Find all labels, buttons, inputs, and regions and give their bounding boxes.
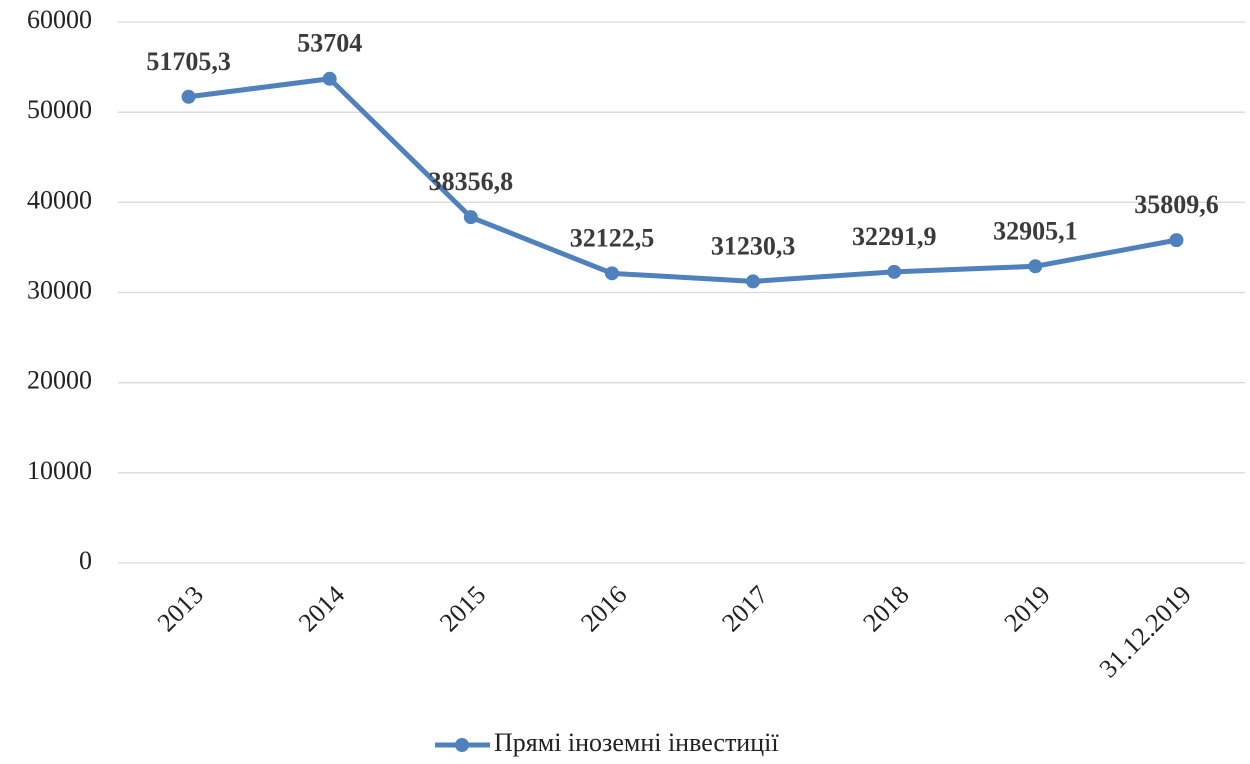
data-label: 53704 xyxy=(297,29,362,58)
data-label: 32122,5 xyxy=(570,223,655,252)
legend-marker xyxy=(455,738,469,752)
point xyxy=(181,89,196,104)
point xyxy=(746,274,761,289)
data-label: 38356,8 xyxy=(429,167,514,196)
x-tick-label: 2013 xyxy=(152,580,209,637)
x-tick-label: 2015 xyxy=(434,580,491,637)
point xyxy=(887,264,902,279)
x-tick-label: 2017 xyxy=(716,580,773,637)
y-tick-label: 60000 xyxy=(27,5,92,34)
x-tick-label: 2019 xyxy=(999,580,1056,637)
y-tick-label: 0 xyxy=(79,546,92,575)
x-tick-label: 2016 xyxy=(575,580,632,637)
data-label: 51705,3 xyxy=(146,47,231,76)
y-tick-label: 30000 xyxy=(27,275,92,304)
x-tick-label: 31.12.2019 xyxy=(1094,580,1197,683)
point xyxy=(322,71,337,86)
point xyxy=(1028,259,1043,274)
y-tick-label: 10000 xyxy=(27,456,92,485)
x-tick-label: 2018 xyxy=(857,580,914,637)
data-label: 35809,6 xyxy=(1134,190,1219,219)
data-label: 31230,3 xyxy=(711,231,796,260)
point xyxy=(1169,233,1184,248)
point xyxy=(463,210,478,225)
legend-label: Прямі іноземні інвестиції xyxy=(494,728,779,757)
x-tick-label: 2014 xyxy=(293,580,350,637)
series-line xyxy=(188,76,1177,284)
point xyxy=(604,266,619,281)
data-label: 32291,9 xyxy=(852,222,937,251)
data-label: 32905,1 xyxy=(993,216,1078,245)
y-tick-label: 50000 xyxy=(27,95,92,124)
y-tick-label: 40000 xyxy=(27,185,92,214)
y-tick-label: 20000 xyxy=(27,366,92,395)
